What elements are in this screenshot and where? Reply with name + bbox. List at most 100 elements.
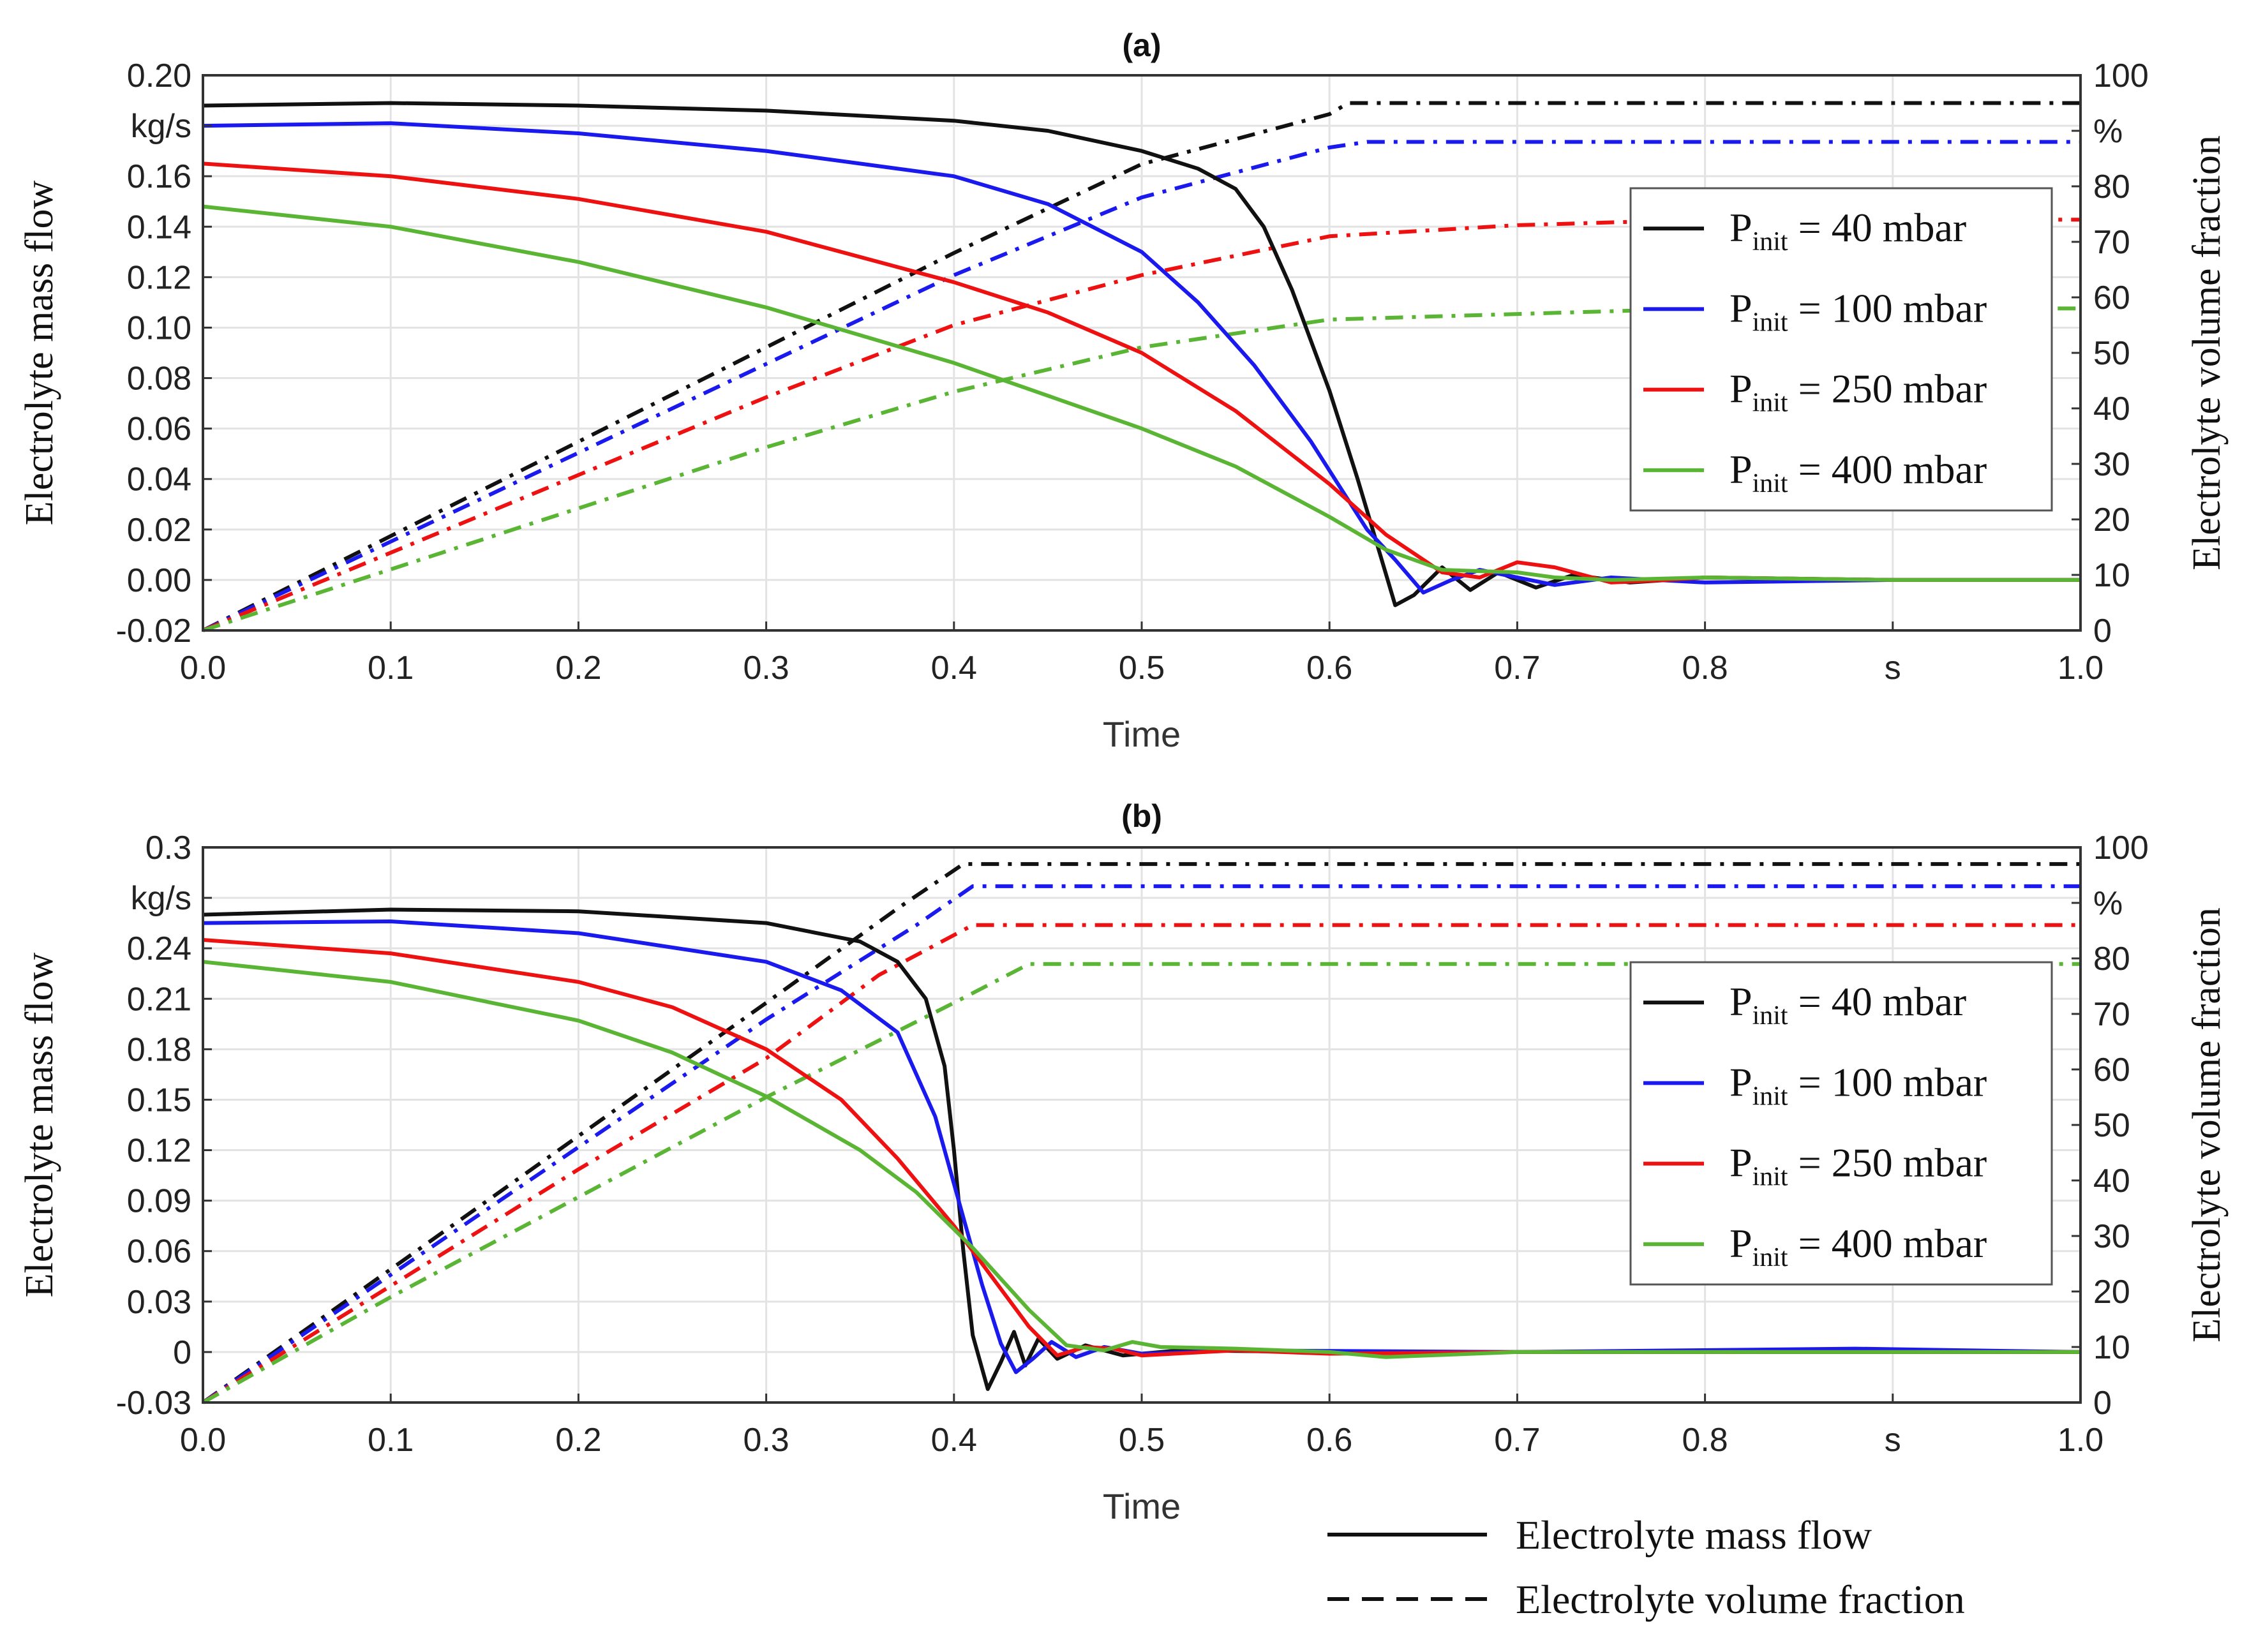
x-tick-label: s (1885, 650, 1901, 687)
x-tick-label: 0.5 (1119, 650, 1165, 687)
x-tick-label: 0.6 (1306, 1422, 1352, 1459)
y-left-tick-label: 0.03 (127, 1284, 191, 1321)
y-left-tick-label: 0.09 (127, 1183, 191, 1220)
x-tick-label: 0.6 (1306, 650, 1352, 687)
y-right-tick-label: 70 (2093, 224, 2130, 261)
y-right-tick-label: 0 (2093, 1385, 2112, 1422)
mass-flow-line-3 (202, 960, 2080, 1359)
y-right-tick-label: 100 (2093, 57, 2149, 94)
bottom-legend-solid-label: Electrolyte mass flow (1516, 1512, 1872, 1558)
panel-b: 0.0 0.1 0.2 0.3 0.4 0.5 0.6 0.7 0.8 s 1.0 -0.03 0 0.0… (18, 798, 2229, 1526)
y-left-tick-label: 0.12 (127, 259, 191, 296)
y-right-tick-label: 60 (2093, 279, 2130, 316)
y-right-tick-label: 0 (2093, 613, 2112, 650)
legend-label-1: Pinit = 100 mbar (1729, 1059, 1987, 1111)
volume-fraction-line-1 (202, 884, 2080, 1404)
y-left-tick-label: 0.24 (127, 930, 191, 967)
legend-label-0: Pinit = 40 mbar (1729, 205, 1966, 257)
y-right-tick-label: 50 (2093, 335, 2130, 372)
y-left-tick-label: 0.14 (127, 209, 191, 246)
legend-box (1629, 961, 2053, 1286)
y-left-tick-label: 0.18 (127, 1031, 191, 1068)
y-right-tick-label: 50 (2093, 1107, 2130, 1144)
x-tick-label: 0.4 (931, 650, 977, 687)
x-tick-label: 0.2 (555, 1422, 601, 1459)
y-left-tick-label: 0.10 (127, 309, 191, 346)
y-right-axis-label: Electrolyte volume fraction (2185, 135, 2229, 570)
x-tick-label: 1.0 (2058, 1422, 2103, 1459)
y-left-tick-label: 0.3 (146, 830, 191, 867)
y-right-tick-label: 30 (2093, 1218, 2130, 1255)
x-tick-label: 0.7 (1494, 1422, 1540, 1459)
y-right-tick-label: % (2093, 113, 2123, 150)
x-tick-label: 0.0 (180, 1422, 226, 1459)
y-right-tick-label: 80 (2093, 168, 2130, 205)
y-left-tick-label: 0.15 (127, 1082, 191, 1119)
x-tick-label: 0.3 (743, 1422, 789, 1459)
y-right-tick-label: 60 (2093, 1052, 2130, 1089)
x-tick-label: 0.5 (1119, 1422, 1165, 1459)
x-axis-label: Time (1103, 714, 1181, 754)
y-right-tick-label: 20 (2093, 1274, 2130, 1311)
y-left-tick-label: 0.08 (127, 361, 191, 398)
y-right-tick-label: 10 (2093, 1329, 2130, 1366)
y-left-tick-label: 0.16 (127, 158, 191, 195)
y-left-tick-label: 0.04 (127, 461, 191, 498)
bottom-legend: Electrolyte mass flow Electrolyte volume… (1327, 1512, 1965, 1622)
volume-fraction-line-3 (202, 306, 2080, 632)
y-left-tick-label: 0.00 (127, 562, 191, 599)
bottom-legend-dashed-label: Electrolyte volume fraction (1516, 1577, 1965, 1622)
y-left-tick-label: 0.06 (127, 1233, 191, 1270)
y-left-tick-label: -0.02 (116, 613, 191, 650)
legend-box (1629, 187, 2053, 512)
panel-title: (a) (1122, 27, 1161, 63)
y-left-axis-label: Electrolyte mass flow (18, 180, 61, 525)
y-left-tick-label: kg/s (131, 880, 191, 917)
y-right-tick-label: 40 (2093, 1163, 2130, 1200)
mass-flow-line-0 (202, 101, 2080, 607)
y-left-tick-label: 0.20 (127, 57, 191, 94)
legend-label-2: Pinit = 250 mbar (1729, 366, 1987, 418)
y-right-tick-label: 30 (2093, 446, 2130, 483)
volume-fraction-line-2 (202, 923, 2080, 1404)
x-tick-label: 0.8 (1682, 1422, 1728, 1459)
legend-label-0: Pinit = 40 mbar (1729, 979, 1966, 1031)
x-tick-label: 0.2 (555, 650, 601, 687)
panel-title: (b) (1121, 798, 1162, 834)
y-right-tick-label: 80 (2093, 941, 2130, 978)
y-right-tick-label: % (2093, 885, 2123, 922)
x-tick-label: 0.8 (1682, 650, 1728, 687)
y-right-tick-label: 40 (2093, 391, 2130, 428)
y-left-tick-label: -0.03 (116, 1385, 191, 1422)
y-right-tick-label: 10 (2093, 557, 2130, 594)
x-tick-label: 0.3 (743, 650, 789, 687)
y-left-tick-label: kg/s (131, 108, 191, 145)
x-axis-label: Time (1103, 1486, 1181, 1526)
volume-fraction-line-1 (202, 140, 2080, 632)
y-left-tick-label: 0.06 (127, 411, 191, 448)
y-right-tick-label: 100 (2093, 830, 2149, 867)
y-left-tick-label: 0 (173, 1334, 191, 1371)
y-right-axis-label: Electrolyte volume fraction (2185, 907, 2229, 1343)
panel-a: 0.0 0.1 0.2 0.3 0.4 0.5 0.6 0.7 0.8 s 1.0 -0.02 0.00… (18, 27, 2229, 754)
x-tick-label: 1.0 (2058, 650, 2103, 687)
legend-label-2: Pinit = 250 mbar (1729, 1140, 1987, 1192)
x-tick-label: 0.7 (1494, 650, 1540, 687)
y-left-tick-label: 0.02 (127, 512, 191, 549)
y-left-tick-label: 0.21 (127, 981, 191, 1018)
y-left-tick-label: 0.12 (127, 1133, 191, 1170)
mass-flow-line-3 (202, 204, 2080, 582)
legend-label-1: Pinit = 100 mbar (1729, 285, 1987, 337)
x-tick-label: 0.1 (368, 650, 414, 687)
y-right-tick-label: 20 (2093, 502, 2130, 539)
y-right-tick-label: 70 (2093, 996, 2130, 1033)
legend-label-3: Pinit = 400 mbar (1729, 1221, 1987, 1272)
volume-fraction-line-2 (202, 218, 2080, 632)
x-tick-label: 0.0 (180, 650, 226, 687)
x-tick-label: s (1885, 1422, 1901, 1459)
legend-label-3: Pinit = 400 mbar (1729, 447, 1987, 498)
x-tick-label: 0.4 (931, 1422, 977, 1459)
y-left-axis-label: Electrolyte mass flow (18, 952, 61, 1297)
volume-fraction-line-0 (202, 101, 2080, 632)
